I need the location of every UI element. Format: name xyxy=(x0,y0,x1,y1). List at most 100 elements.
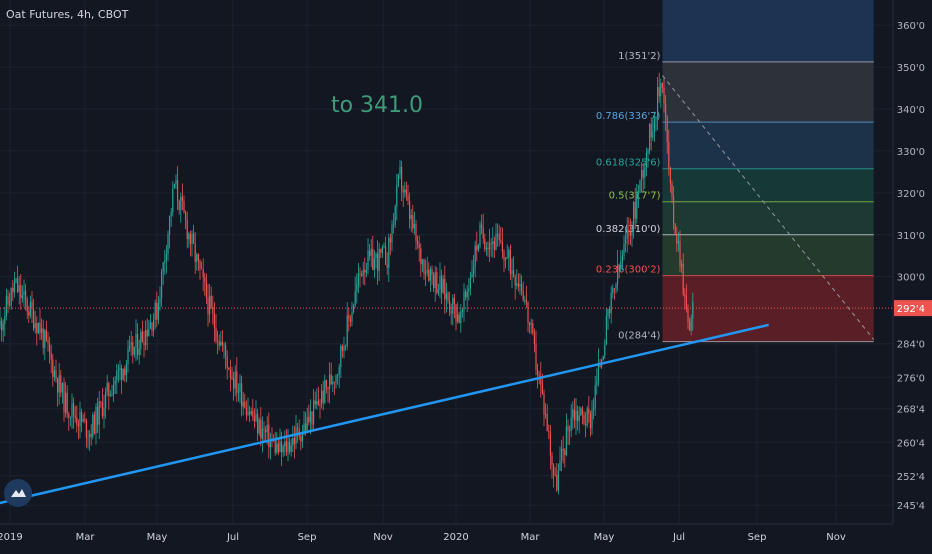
candle-body xyxy=(249,411,251,415)
candle-body xyxy=(18,285,20,292)
candle-body xyxy=(178,201,180,211)
candle-body xyxy=(353,305,355,313)
candle-body xyxy=(444,278,446,300)
candle-body xyxy=(575,410,577,421)
candle-body xyxy=(122,368,124,380)
candle-body xyxy=(666,116,668,142)
candle-body xyxy=(114,380,116,385)
candle-body xyxy=(567,426,569,431)
candle-body xyxy=(596,381,598,385)
candle-body xyxy=(121,368,123,380)
candle-body xyxy=(415,223,417,242)
time-axis-tick-label: Jul xyxy=(226,532,239,543)
candle-body xyxy=(620,261,622,269)
candle-body xyxy=(588,408,590,414)
candle-body xyxy=(564,450,566,455)
candle-body xyxy=(388,237,390,268)
candle-body xyxy=(188,233,190,240)
time-axis-tick-label: May xyxy=(147,532,168,543)
time-axis-tick-label: Mar xyxy=(76,532,96,543)
candle-body xyxy=(229,369,231,377)
candle-body xyxy=(332,381,334,385)
candle-body xyxy=(109,394,111,396)
candle-body xyxy=(642,169,644,178)
candle-body xyxy=(671,183,673,197)
candle-body xyxy=(393,224,395,226)
candle-body xyxy=(669,167,671,184)
candle-body xyxy=(44,330,46,348)
price-axis-tick-label: 284'0 xyxy=(897,340,925,351)
candle-body xyxy=(613,288,615,290)
candle-body xyxy=(370,248,372,256)
candle-body xyxy=(522,290,524,301)
candle-body xyxy=(676,234,678,244)
candle-body xyxy=(402,189,404,193)
candle-body xyxy=(49,343,51,354)
candle-body xyxy=(217,340,219,342)
candle-body xyxy=(508,249,510,258)
candle-body xyxy=(138,349,140,355)
candle-body xyxy=(482,227,484,239)
candle-body xyxy=(417,241,419,245)
candle-body xyxy=(637,192,639,194)
candle-body xyxy=(308,416,310,423)
candle-body xyxy=(37,322,39,334)
price-axis-tick-label: 252'4 xyxy=(897,472,925,483)
candle-body xyxy=(101,402,103,417)
candle-body xyxy=(337,374,339,376)
candle-body xyxy=(634,202,636,219)
candle-body xyxy=(162,262,164,272)
candle-body xyxy=(241,383,243,407)
candle-body xyxy=(327,387,329,389)
candle-body xyxy=(645,153,647,168)
candle-body xyxy=(169,215,171,235)
candle-body xyxy=(12,287,14,293)
candle-body xyxy=(580,408,582,416)
candle-body xyxy=(221,341,223,345)
candle-body xyxy=(52,359,54,378)
candle-body xyxy=(465,291,467,298)
candle-body xyxy=(668,141,670,168)
candle-body xyxy=(679,241,681,267)
candle-body xyxy=(265,430,267,433)
candle-body xyxy=(47,340,49,344)
candle-body xyxy=(629,232,631,236)
candle-body xyxy=(593,407,595,411)
candle-body xyxy=(220,341,222,346)
candle-body xyxy=(33,309,35,329)
candle-body xyxy=(367,250,369,270)
candle-body xyxy=(452,297,454,314)
support-trendline xyxy=(0,323,769,505)
candle-body xyxy=(129,345,131,349)
candle-body xyxy=(540,375,542,386)
candle-body xyxy=(365,269,367,273)
candle-body xyxy=(457,314,459,322)
candle-body xyxy=(453,297,455,305)
candle-body xyxy=(519,284,521,287)
fib-level-label: 1(351'2) xyxy=(618,51,660,62)
candle-body xyxy=(535,343,537,370)
candle-body xyxy=(677,241,679,244)
time-axis-tick-label: Nov xyxy=(373,532,393,543)
candle-body xyxy=(532,323,534,334)
candle-body xyxy=(585,423,587,426)
candle-body xyxy=(628,229,630,233)
candle-body xyxy=(281,441,283,453)
candle-body xyxy=(135,333,137,348)
candle-body xyxy=(631,228,633,236)
candle-body xyxy=(437,289,439,293)
candle-body xyxy=(223,344,225,346)
candle-body xyxy=(124,368,126,376)
candle-body xyxy=(108,383,110,396)
candle-body xyxy=(610,293,612,314)
candle-body xyxy=(660,83,662,97)
candle-body xyxy=(2,323,4,331)
candle-body xyxy=(543,393,545,415)
candle-body xyxy=(421,259,423,265)
candle-body xyxy=(89,433,91,438)
fib-zone xyxy=(662,275,874,342)
candle-body xyxy=(521,284,523,291)
last-price-tag-label: 292'4 xyxy=(897,304,925,315)
